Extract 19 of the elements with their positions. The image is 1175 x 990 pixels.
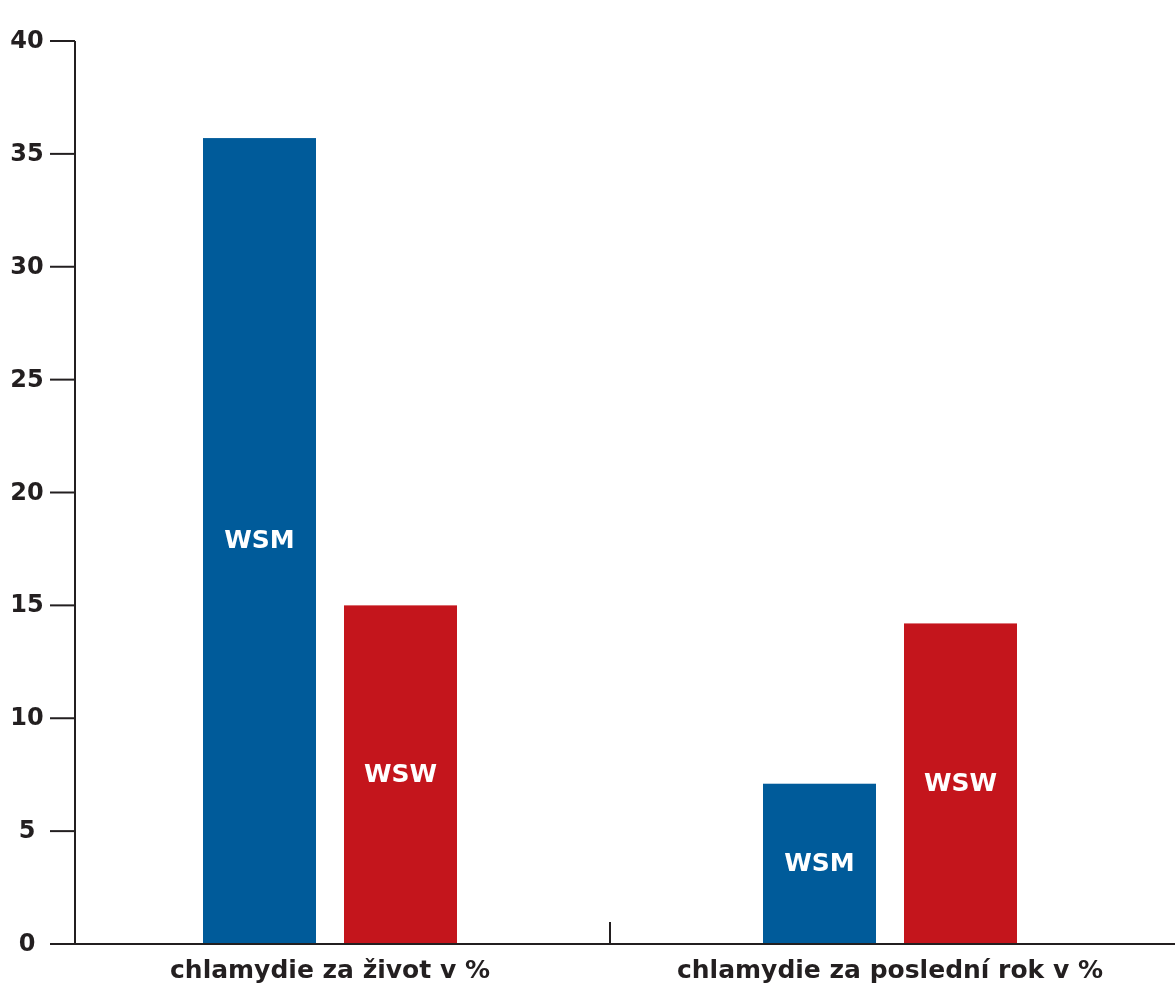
bar <box>763 783 876 944</box>
y-tick-label: 15 <box>10 590 44 619</box>
bar <box>344 605 457 944</box>
y-tick-label: 10 <box>10 703 44 732</box>
text: WSW <box>363 758 438 788</box>
x-tick-label: chlamydie za poslední rok v % <box>677 955 1103 984</box>
bar <box>904 623 1017 944</box>
y-tick-label: 35 <box>10 138 44 167</box>
bar <box>203 138 316 944</box>
y-tick-label: 0 <box>18 929 36 957</box>
x-tick-label: chlamydie za život v % <box>170 955 490 984</box>
y-tick-label: 25 <box>10 364 44 393</box>
y-tick-label: 40 <box>10 26 44 54</box>
y-tick-label: 5 <box>18 816 36 845</box>
text: WSM <box>784 847 855 877</box>
y-tick-label: 30 <box>10 251 44 280</box>
series-label: WSM <box>224 525 295 555</box>
series-label: WSW <box>923 767 998 797</box>
y-tick-label: 20 <box>10 477 44 506</box>
